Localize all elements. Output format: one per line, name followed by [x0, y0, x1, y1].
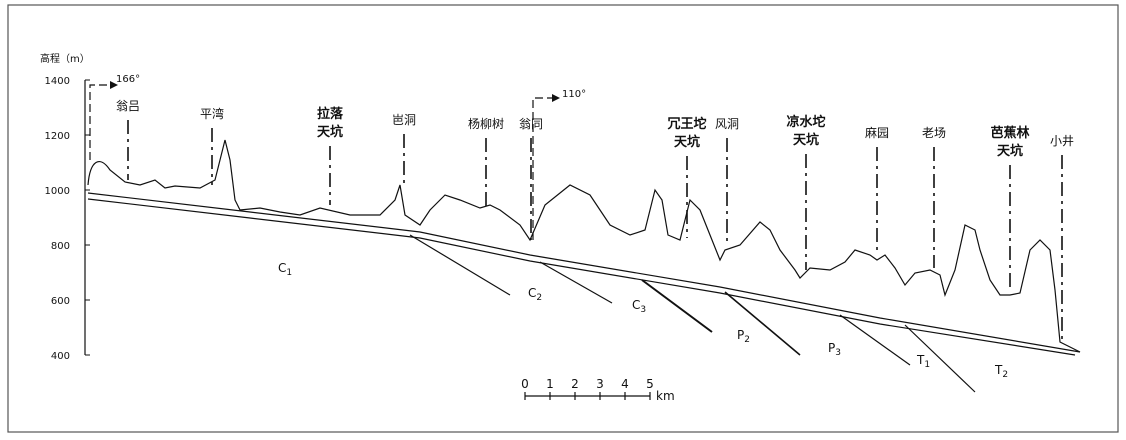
stratum-letter: P: [828, 341, 835, 355]
place-label: 天坑: [793, 132, 819, 148]
scale-label: 0: [521, 377, 529, 391]
y-tick-label: 600: [51, 296, 70, 307]
terrain: [88, 140, 1080, 352]
frame: [8, 5, 1118, 432]
place-label: 翁同: [519, 117, 543, 131]
stratum-label: C1: [278, 261, 292, 278]
stratum-label: C3: [632, 298, 646, 315]
arrow-head: [552, 94, 560, 102]
place-label: 老场: [922, 126, 946, 140]
stratum-label: C2: [528, 286, 542, 303]
y-tick-label: 1000: [45, 186, 70, 197]
direction-label: 110°: [562, 89, 586, 100]
strata-boundaries: [410, 235, 975, 392]
place-label: 平湾: [200, 106, 224, 121]
place-label: 天坑: [317, 124, 343, 140]
place-label: 小井: [1050, 134, 1074, 148]
place-label: 杨柳树: [468, 116, 504, 131]
stratum-sub: 2: [1002, 370, 1008, 380]
place-label: 天坑: [674, 134, 700, 150]
direction-arrow: [90, 85, 110, 160]
stratum-sub: 2: [744, 335, 750, 345]
y-tick-label: 800: [51, 241, 70, 252]
stratum-label: T1: [916, 353, 930, 370]
scale-label: 2: [571, 377, 579, 391]
stratum-sub: 3: [835, 348, 841, 358]
place-label: 冗王坨: [667, 116, 706, 132]
place-label: 翁吕: [116, 99, 140, 113]
stratum-letter: C: [528, 286, 536, 300]
place-label: 凉水坨: [786, 114, 825, 130]
scale-unit: km: [656, 389, 675, 403]
base-line: [88, 199, 1075, 355]
stratum-sub: 1: [286, 268, 292, 278]
y-tick-label: 1200: [45, 131, 70, 142]
place-label: 芭蕉林: [990, 125, 1029, 141]
place-label: 风洞: [715, 117, 739, 131]
place-label: 麻园: [865, 125, 889, 140]
scale-label: 4: [621, 377, 629, 391]
scale-label: 1: [546, 377, 554, 391]
direction-label: 166°: [116, 74, 140, 85]
scale-label: 5: [646, 377, 654, 391]
place-label: 岜洞: [392, 113, 416, 127]
y-axis-label: 高程（m）: [40, 52, 90, 65]
stratum-letter: C: [632, 298, 640, 312]
stratum-sub: 1: [924, 360, 930, 370]
scale-bar: [525, 392, 650, 400]
y-tick-label: 1400: [45, 76, 70, 87]
stratum-label: T2: [994, 363, 1008, 380]
place-label: 拉落: [317, 106, 344, 122]
cross-section: 高程（m） 1400 1200 1000 800 600 400 166° 110° 翁吕平湾 拉…: [0, 0, 1126, 436]
stratum-sub: 3: [640, 305, 646, 315]
scale-label: 3: [596, 377, 604, 391]
y-tick-label: 400: [51, 351, 70, 362]
stratum-label: P2: [737, 328, 750, 345]
place-label: 天坑: [997, 143, 1023, 159]
stratum-letter: C: [278, 261, 286, 275]
stratum-letter: P: [737, 328, 744, 342]
stratum-label: P3: [828, 341, 841, 358]
stratum-sub: 2: [536, 293, 542, 303]
